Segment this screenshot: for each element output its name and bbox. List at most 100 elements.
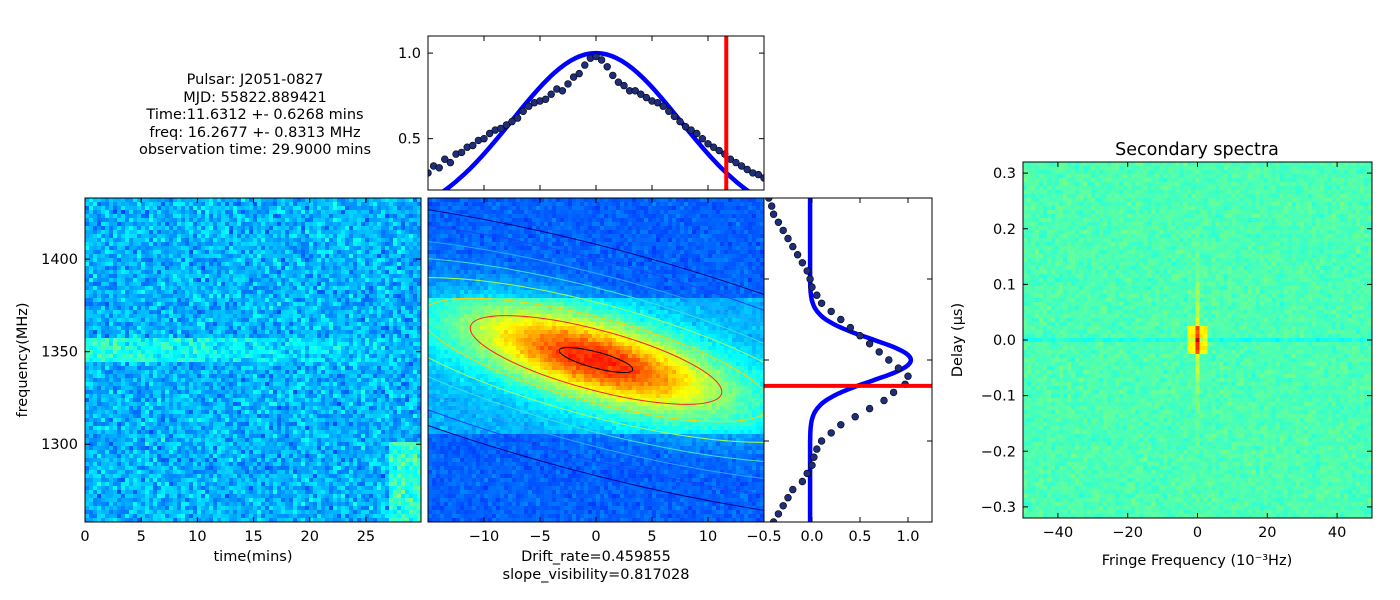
acf-xtick-label: −10 bbox=[469, 529, 500, 545]
secondary-ytick-label: 0.3 bbox=[993, 166, 1016, 182]
secondary-xtick-label: 40 bbox=[1328, 525, 1346, 541]
time-acf-point bbox=[525, 102, 533, 110]
secondary-spectra-panel: −40 −20 0 20 40 −0.3 −0.2 −0.1 0.0 0.1 0.2 0.3 bbox=[981, 161, 1373, 541]
scint-time: Time:11.6312 +- 0.6268 mins bbox=[90, 107, 420, 125]
time-acf-point bbox=[609, 71, 617, 80]
acf-xlabel: Drift_rate=0.459855 bbox=[521, 549, 671, 565]
observation-time: observation time: 29.9000 mins bbox=[90, 142, 420, 160]
freq-acf-point bbox=[904, 372, 912, 380]
secondary-ytick-label: −0.1 bbox=[981, 389, 1016, 405]
freq-acf-point bbox=[784, 494, 792, 502]
time-acf-point bbox=[446, 158, 455, 167]
time-acf-point bbox=[497, 124, 505, 133]
freq-acf-point bbox=[767, 202, 776, 210]
time-acf-panel: 0.5 1.0 bbox=[398, 35, 765, 191]
freq-acf-point bbox=[808, 283, 816, 291]
pulsar-name: Pulsar: J2051-0827 bbox=[90, 72, 420, 90]
time-acf-point bbox=[457, 148, 466, 157]
secondary-xtick-label: 20 bbox=[1258, 525, 1276, 541]
time-acf-point bbox=[709, 143, 718, 151]
time-acf-point bbox=[441, 155, 449, 163]
dynamic-spectrum-image bbox=[85, 198, 421, 522]
dyn-xtick-label: 15 bbox=[244, 529, 262, 545]
time-acf-point bbox=[698, 135, 707, 143]
freq-acf-point bbox=[889, 388, 898, 397]
dyn-xtick-label: 20 bbox=[301, 529, 319, 545]
time-acf-point bbox=[597, 56, 606, 64]
time-acf-point bbox=[564, 80, 572, 88]
freq-acf-xtick-label: 1.0 bbox=[896, 529, 919, 545]
time-acf-point bbox=[581, 61, 589, 69]
time-acf-point bbox=[704, 140, 712, 148]
time-acf-fit-line bbox=[441, 50, 751, 190]
freq-acf-point bbox=[813, 445, 821, 453]
secondary-xtick-label: −40 bbox=[1043, 525, 1074, 541]
time-acf-point bbox=[603, 63, 611, 71]
pulsar-info-block: Pulsar: J2051-0827 MJD: 55822.889421 Tim… bbox=[90, 72, 420, 160]
freq-acf-fit-line bbox=[807, 198, 914, 522]
acf-contour-line bbox=[428, 198, 764, 522]
freq-acf-point bbox=[779, 502, 787, 510]
time-acf-point bbox=[732, 158, 740, 167]
freq-acf-point bbox=[817, 437, 826, 445]
acf-contour-line bbox=[469, 315, 723, 405]
time-acf-ytick-label: 0.5 bbox=[398, 132, 421, 148]
freq-acf-point bbox=[798, 259, 807, 267]
freq-acf-point bbox=[837, 315, 845, 324]
freq-acf-point bbox=[851, 413, 859, 421]
time-acf-point bbox=[737, 162, 746, 170]
freq-acf-point bbox=[803, 267, 811, 275]
time-acf-point bbox=[480, 135, 488, 143]
freq-acf-point bbox=[827, 307, 835, 316]
acf-contour-line bbox=[428, 235, 764, 485]
time-acf-point bbox=[575, 69, 583, 78]
time-acf-point bbox=[469, 141, 477, 150]
freq-acf-point bbox=[885, 356, 893, 364]
freq-acf-point bbox=[789, 242, 797, 251]
secondary-ytick-label: 0.2 bbox=[993, 222, 1016, 238]
time-acf-point bbox=[558, 87, 567, 95]
time-acf-point bbox=[693, 129, 701, 138]
time-acf-point bbox=[519, 107, 527, 116]
freq-acf-point bbox=[817, 299, 826, 307]
freq-acf-point bbox=[774, 218, 783, 227]
secondary-xtick-label: −20 bbox=[1112, 525, 1143, 541]
time-acf-point bbox=[513, 114, 522, 122]
freq-acf-point bbox=[806, 275, 814, 283]
secondary-spectra-image bbox=[1023, 162, 1372, 518]
time-acf-point bbox=[681, 122, 690, 131]
scint-freq: freq: 16.2677 +- 0.8313 MHz bbox=[90, 125, 420, 143]
freq-acf-point bbox=[798, 477, 807, 486]
freq-acf-point bbox=[784, 234, 792, 243]
acf-xtick-label: 10 bbox=[699, 529, 717, 545]
dyn-xtick-label: 10 bbox=[188, 529, 206, 545]
freq-acf-point bbox=[808, 461, 816, 469]
freq-acf-point bbox=[880, 396, 888, 405]
freq-acf-xtick-label: 0.5 bbox=[848, 529, 871, 545]
time-acf-point bbox=[620, 81, 628, 90]
time-acf-point bbox=[715, 146, 723, 155]
freq-acf-point bbox=[813, 291, 821, 299]
dyn-ytick-label: 1350 bbox=[41, 345, 78, 361]
time-acf-point bbox=[659, 102, 667, 110]
dynamic-spectrum-frame bbox=[84, 197, 422, 523]
time-acf-point bbox=[743, 165, 751, 174]
freq-acf-point bbox=[875, 348, 883, 356]
secondary-ytick-label: −0.2 bbox=[981, 444, 1016, 460]
freq-acf-point bbox=[803, 469, 811, 478]
time-acf-point bbox=[569, 73, 578, 81]
dyn-xtick-label: 25 bbox=[357, 529, 375, 545]
freq-acf-point bbox=[865, 340, 874, 348]
secondary-ylabel: Delay (μs) bbox=[950, 303, 966, 377]
freq-acf-point bbox=[779, 226, 787, 235]
dynamic-spectrum-panel: 0 5 10 15 20 25 1300 1350 1400 bbox=[41, 197, 422, 545]
acf-image bbox=[428, 198, 764, 522]
time-acf-point bbox=[670, 112, 679, 121]
secondary-ytick-label: 0.1 bbox=[993, 277, 1016, 293]
freq-acf-point bbox=[856, 332, 864, 340]
secondary-xtick-label: 0 bbox=[1193, 525, 1202, 541]
time-acf-point bbox=[653, 98, 662, 107]
freq-acf-point bbox=[894, 364, 903, 372]
acf-2d-panel: −10 −5 0 5 10 bbox=[427, 197, 765, 545]
acf-contours bbox=[428, 198, 764, 522]
